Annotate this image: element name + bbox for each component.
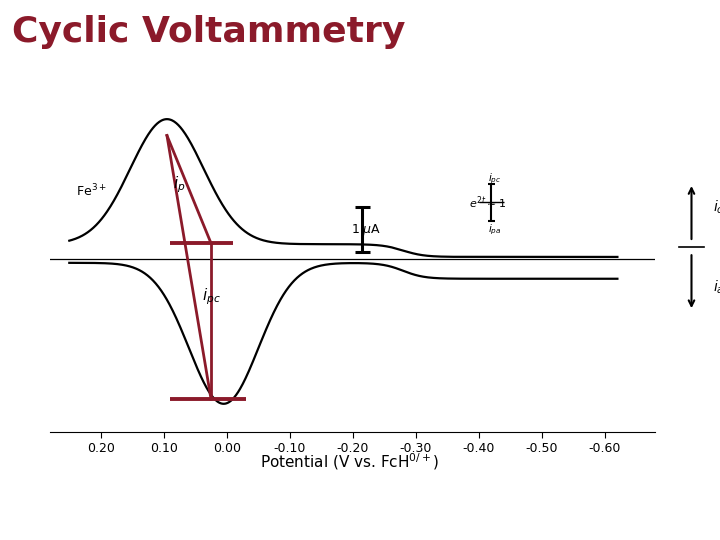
Text: Slide 9: Slide 9 [634,516,665,525]
Text: $i_c$: $i_c$ [713,199,720,216]
Text: $i_{pc}$: $i_{pc}$ [202,286,220,307]
Text: $i_{pa}$: $i_{pa}$ [488,223,502,237]
Text: Cyclic Voltammetry: Cyclic Voltammetry [12,16,405,49]
Text: 5 Slides about Cyclic
Voltammetry: 5 Slides about Cyclic Voltammetry [9,511,103,531]
Text: $e^{2t}\approx 1$: $e^{2t}\approx 1$ [469,194,507,211]
Text: $i_{pc}$: $i_{pc}$ [488,172,502,186]
Text: Lafayette College – Nataro: Lafayette College – Nataro [300,516,420,525]
Text: $i_p$: $i_p$ [174,175,186,195]
Text: Potential (V vs. FcH$^{0/+}$): Potential (V vs. FcH$^{0/+}$) [259,451,439,471]
Text: $i_a$: $i_a$ [713,278,720,295]
Text: Fe$^{3+}$: Fe$^{3+}$ [76,183,107,199]
Text: 1 $\mu$A: 1 $\mu$A [351,221,382,238]
